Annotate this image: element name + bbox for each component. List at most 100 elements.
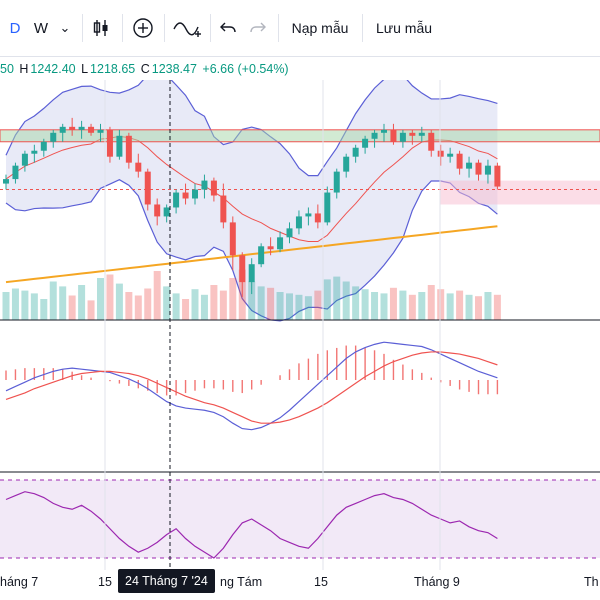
x-tick-label: 15 (314, 575, 328, 589)
candles-icon[interactable] (88, 12, 114, 44)
change-value: +6.66 (+0.54%) (202, 62, 289, 76)
candle-body (229, 222, 236, 256)
candle-body (116, 135, 123, 157)
crosshair-date-label: 24 Tháng 7 '24 (118, 569, 215, 593)
chevron-down-icon[interactable]: ⌄ (59, 20, 71, 35)
volume-bar (248, 281, 256, 320)
volume-bar (78, 285, 86, 320)
volume-bar (200, 294, 208, 320)
candle-body (106, 129, 113, 157)
candle-body (3, 179, 9, 184)
indicators-wave-icon[interactable] (170, 12, 204, 44)
volume-bar (40, 299, 48, 320)
candle-body (50, 132, 57, 142)
candle-body (286, 228, 293, 238)
macd-line (5, 341, 498, 431)
volume-bar (314, 290, 322, 320)
candle-body (248, 264, 255, 283)
separator (210, 14, 211, 42)
candle-body (324, 192, 331, 223)
candle-body (88, 126, 95, 133)
candle-body (31, 150, 38, 154)
x-tick-label: háng 7 (0, 575, 39, 589)
volume-bar (2, 292, 10, 320)
volume-bar (257, 286, 265, 320)
volume-bar (229, 278, 237, 320)
bollinger-lower-line (5, 179, 498, 322)
low-label: L (81, 62, 89, 76)
candle-body (295, 216, 302, 229)
bollinger-upper-line (5, 80, 498, 177)
volume-bar (21, 290, 29, 320)
volume-bar (380, 293, 388, 320)
candle-body (12, 165, 19, 180)
chart-style-button[interactable]: W (33, 19, 49, 37)
candle-body (447, 153, 454, 157)
volume-bar (11, 288, 19, 320)
volume-bar (371, 292, 379, 320)
candle-body (456, 153, 463, 169)
save-template-button[interactable]: Lưu mẫu (375, 20, 433, 36)
undo-icon[interactable] (216, 12, 240, 44)
x-tick-label: 15 (98, 575, 112, 589)
volume-bar (389, 287, 397, 320)
candle-body (144, 171, 151, 205)
volume-bar (408, 294, 416, 320)
candle-body (390, 129, 397, 142)
volume-bar (361, 289, 369, 320)
support-zone (440, 180, 600, 205)
volume-bar (49, 281, 57, 320)
middle-band-line (5, 135, 498, 243)
candle-body (21, 153, 28, 166)
close-label: C (140, 62, 150, 76)
candle-body (239, 255, 246, 283)
volume-bar (97, 278, 104, 320)
volume-bar (134, 295, 142, 320)
signal-line (5, 351, 498, 424)
candle-body (399, 132, 406, 142)
candle-body (267, 246, 274, 250)
volume-bar (333, 276, 341, 320)
volume-bar (304, 296, 312, 320)
chart-canvas[interactable] (0, 80, 600, 570)
volume-bar (182, 299, 190, 320)
open-value: 50 (0, 62, 14, 76)
volume-bar (323, 279, 331, 320)
separator (362, 14, 363, 42)
redo-icon[interactable] (246, 12, 270, 44)
volume-bar (30, 293, 38, 320)
candle-body (409, 132, 416, 136)
volume-bar (125, 292, 133, 320)
x-tick-label: Th (584, 575, 599, 589)
volume-bar (475, 296, 482, 320)
volume-bar (286, 293, 293, 320)
volume-bar (219, 290, 227, 320)
candle-body (333, 171, 340, 193)
interval-button[interactable]: D (9, 19, 21, 37)
volume-bar (68, 295, 76, 320)
candle-body (352, 147, 359, 157)
volume-bar (493, 294, 501, 320)
load-template-button[interactable]: Nạp mẫu (291, 20, 349, 36)
candle-body (78, 126, 85, 130)
volume-bar (172, 293, 180, 320)
candle-body (381, 129, 387, 133)
volume-bar (191, 289, 199, 320)
volume-bar (106, 274, 114, 320)
volume-bar (153, 271, 161, 320)
candle-body (154, 204, 161, 217)
volume-bar (418, 292, 426, 320)
candle-body (192, 189, 198, 199)
candle-body (314, 213, 321, 223)
volume-bar (484, 292, 492, 320)
volume-bar (399, 290, 407, 320)
candle-body (362, 138, 369, 148)
top-toolbar: D W ⌄ Nạp mẫu Lưu mẫu (0, 0, 600, 57)
volume-bar (427, 285, 435, 320)
candle-body (428, 132, 435, 151)
volume-bar (87, 300, 95, 320)
add-indicator-icon[interactable] (128, 12, 158, 44)
candle-body (475, 162, 482, 175)
candle-body (484, 165, 491, 175)
candle-body (437, 150, 444, 157)
